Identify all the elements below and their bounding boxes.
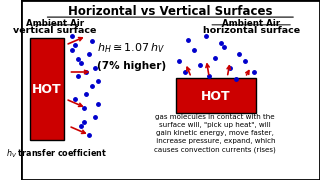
Bar xyxy=(176,78,256,113)
Text: $h_H \cong 1.07\,h_V$: $h_H \cong 1.07\,h_V$ xyxy=(97,41,165,55)
Text: Ambient Air: Ambient Air xyxy=(26,19,84,28)
Text: HOT: HOT xyxy=(32,83,62,96)
Text: $h_V$ transfer coefficient: $h_V$ transfer coefficient xyxy=(6,148,107,160)
Text: Horizontal vs Vertical Surfaces: Horizontal vs Vertical Surfaces xyxy=(68,5,273,18)
Text: horizontal surface: horizontal surface xyxy=(203,26,300,35)
Text: HOT: HOT xyxy=(201,90,231,103)
Text: vertical surface: vertical surface xyxy=(13,26,97,35)
Text: gas molecules in contact with the
surface will, "pick up heat", will
gain kineti: gas molecules in contact with the surfac… xyxy=(154,114,276,153)
Text: (7% higher): (7% higher) xyxy=(97,61,166,71)
Text: Ambient Air: Ambient Air xyxy=(222,19,280,28)
Bar xyxy=(30,38,64,140)
